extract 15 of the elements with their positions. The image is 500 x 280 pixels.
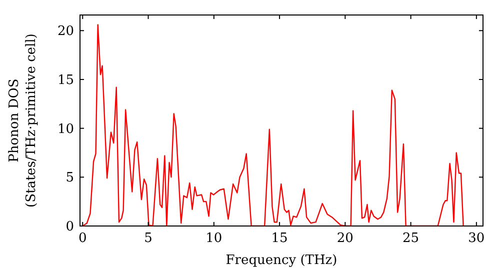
x-tick-label: 0 (78, 231, 87, 246)
y-tick-label: 0 (66, 220, 74, 234)
y-tick-label: 15 (57, 72, 74, 88)
y-tick-label: 5 (66, 170, 74, 186)
x-tick-label: 10 (206, 231, 222, 246)
y-tick-label: 20 (57, 24, 74, 40)
x-tick-label: 25 (402, 231, 420, 246)
x-tick-label: 5 (144, 231, 152, 246)
line-series (82, 24, 464, 226)
y-axis-title: Phonon DOS (States/THz·primitive cell) (7, 33, 39, 208)
x-axis-title: Frequency (THz) (226, 253, 338, 268)
x-tick-label: 30 (468, 231, 485, 246)
y-tick-label: 10 (57, 122, 74, 137)
x-tick-label: 20 (336, 231, 354, 246)
x-tick-label: 15 (271, 231, 288, 246)
